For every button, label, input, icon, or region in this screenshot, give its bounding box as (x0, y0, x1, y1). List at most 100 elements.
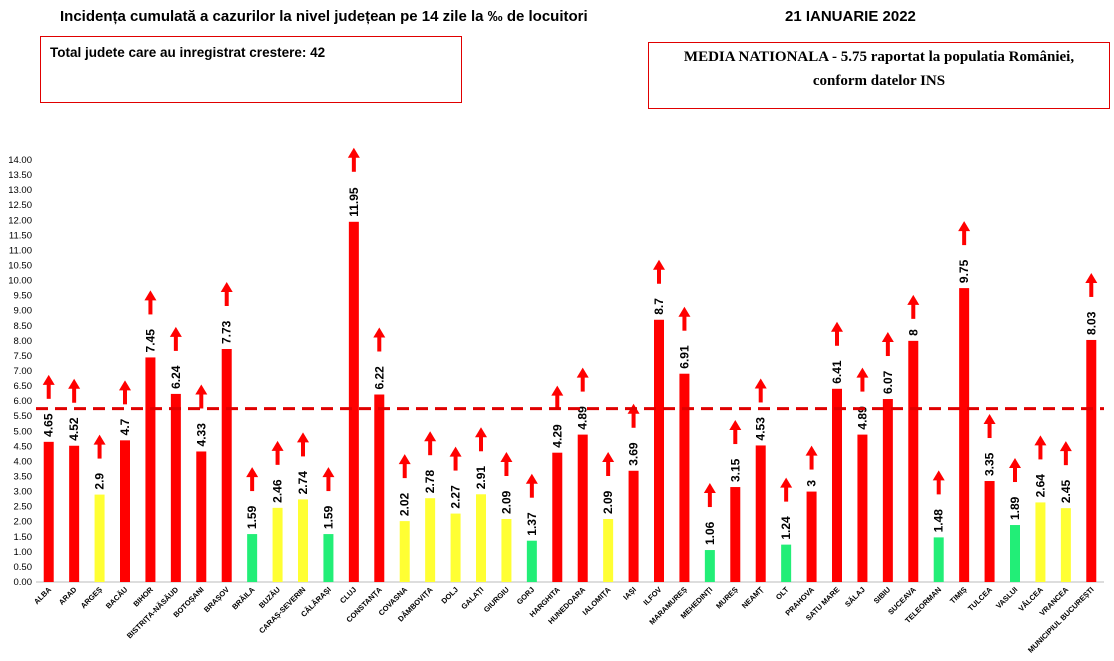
bar (94, 494, 105, 582)
category-label: ILFOV (641, 585, 663, 607)
increase-arrow-icon (246, 467, 259, 492)
data-label: 3.15 (728, 458, 742, 482)
data-label: 2.91 (474, 466, 488, 490)
data-label: 1.37 (525, 512, 539, 536)
y-tick-label: 7.00 (14, 366, 33, 377)
bar (272, 507, 283, 582)
increase-count-box: Total judete care au inregistrat crester… (40, 36, 462, 103)
increase-arrow-icon (678, 306, 691, 331)
y-tick-label: 8.00 (14, 336, 33, 347)
y-tick-label: 12.00 (8, 215, 32, 226)
increase-arrow-icon (347, 147, 360, 172)
increase-arrow-icon (195, 384, 208, 409)
increase-arrow-icon (932, 470, 945, 495)
data-label: 3.69 (627, 442, 641, 466)
bar (196, 451, 207, 582)
bar (298, 499, 308, 582)
y-tick-label: 2.00 (14, 517, 33, 528)
increase-arrow-icon (729, 420, 742, 445)
y-tick-label: 14.00 (8, 155, 32, 166)
category-label: TULCEA (966, 585, 994, 613)
data-label: 6.07 (881, 370, 895, 394)
category-label: TIMIȘ (948, 585, 969, 606)
bar (247, 534, 258, 582)
increase-count-text: Total judete care au inregistrat crester… (50, 45, 326, 60)
y-tick-label: 8.50 (14, 321, 33, 332)
bar (1060, 508, 1071, 582)
data-label: 4.52 (67, 417, 81, 441)
data-label: 2.45 (1059, 479, 1073, 503)
category-label: NEAMȚ (740, 585, 766, 611)
y-tick-label: 2.50 (14, 502, 33, 513)
bar (577, 434, 588, 582)
bar (170, 393, 181, 582)
data-label: 8.03 (1084, 311, 1098, 335)
data-label: 4.53 (754, 417, 768, 441)
y-tick-label: 9.00 (14, 306, 33, 317)
category-label: IALOMIȚA (581, 585, 613, 617)
increase-arrow-icon (475, 427, 487, 452)
y-tick-label: 11.50 (9, 230, 32, 241)
data-label: 1.89 (1008, 496, 1022, 520)
increase-arrow-icon (602, 452, 615, 477)
increase-arrow-icon (576, 367, 589, 392)
data-label: 2.02 (398, 492, 412, 516)
category-label: OLT (774, 585, 791, 602)
increase-arrow-icon (1059, 441, 1072, 466)
y-tick-label: 0.50 (14, 562, 33, 573)
increase-arrow-icon (500, 452, 513, 477)
y-tick-label: 6.50 (14, 381, 33, 392)
increase-arrow-icon (449, 446, 462, 471)
bar (1010, 525, 1020, 582)
bar (730, 487, 741, 582)
data-label: 1.06 (703, 521, 717, 545)
y-tick-label: 3.50 (14, 472, 33, 483)
y-tick-label: 4.00 (14, 456, 33, 467)
bar (704, 550, 715, 582)
increase-arrow-icon (169, 326, 182, 351)
increase-arrow-icon (220, 281, 233, 306)
data-label: 4.89 (576, 406, 590, 430)
data-label: 4.29 (550, 424, 564, 448)
category-label: BRĂILA (230, 585, 257, 612)
bar (450, 513, 461, 582)
y-tick-label: 5.50 (14, 411, 33, 422)
data-label: 4.89 (855, 406, 869, 430)
report-date: 21 IANUARIE 2022 (785, 8, 916, 25)
y-tick-label: 3.00 (14, 487, 33, 498)
bar (374, 394, 385, 582)
data-label: 2.46 (271, 479, 285, 503)
bar (628, 470, 639, 582)
data-label: 3.35 (983, 452, 997, 476)
data-label: 2.27 (449, 485, 463, 509)
increase-arrow-icon (68, 378, 81, 403)
bar (933, 537, 944, 582)
data-label: 6.91 (677, 345, 691, 369)
bar (501, 519, 512, 582)
bar (145, 357, 156, 582)
increase-arrow-icon (881, 332, 894, 357)
increase-arrow-icon (93, 434, 106, 459)
category-label: ALBA (32, 585, 54, 607)
data-label: 2.09 (499, 490, 513, 514)
y-tick-label: 1.00 (14, 547, 33, 558)
increase-arrow-icon (1085, 272, 1098, 297)
category-label: BIHOR (131, 585, 155, 609)
increase-arrow-icon (271, 440, 284, 465)
increase-arrow-icon (525, 473, 538, 498)
bar (603, 519, 614, 582)
category-label: GORJ (515, 585, 536, 606)
increase-arrow-icon (373, 327, 386, 352)
category-label: ARGEȘ (79, 585, 104, 610)
bar (476, 494, 486, 582)
bar (832, 388, 842, 582)
increase-arrow-icon (42, 374, 55, 399)
increase-arrow-icon (1009, 458, 1021, 483)
bar (908, 340, 919, 582)
increase-arrow-icon (1034, 435, 1047, 460)
increase-arrow-icon (907, 294, 920, 319)
bar (755, 445, 766, 582)
data-label: 3 (805, 480, 819, 487)
category-label: BACĂU (104, 585, 130, 611)
bar (552, 452, 563, 582)
